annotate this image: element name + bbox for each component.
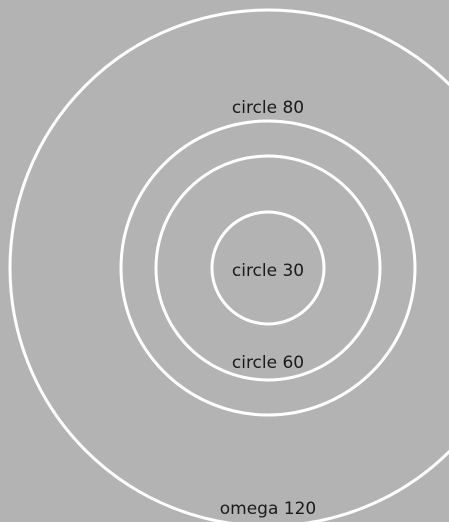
label-circle-80: circle 80 — [232, 98, 304, 118]
ring-circle-30 — [210, 210, 326, 326]
ring-circle-80 — [119, 119, 417, 417]
label-omega-120: omega 120 — [220, 499, 316, 519]
label-circle-30: circle 30 — [232, 261, 304, 281]
ring-omega-120 — [8, 8, 449, 522]
ring-circle-60 — [154, 154, 382, 382]
label-circle-60: circle 60 — [232, 353, 304, 373]
